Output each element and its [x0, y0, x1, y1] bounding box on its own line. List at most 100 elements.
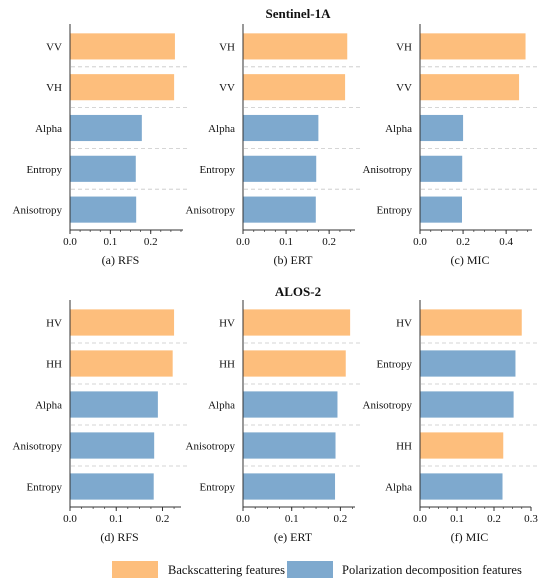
legend-swatch-backscattering — [112, 561, 158, 578]
category-label: Alpha — [35, 400, 62, 412]
bar-hv — [420, 309, 522, 336]
category-label: Entropy — [200, 164, 236, 176]
panel-caption: (f) MIC — [451, 530, 489, 544]
panel-caption: (e) ERT — [274, 530, 313, 544]
bar-alpha — [420, 114, 464, 142]
section-title-sentinel: Sentinel-1A — [266, 6, 332, 21]
x-tick-label: 0.0 — [413, 513, 427, 525]
section-title-alos: ALOS-2 — [275, 284, 321, 299]
x-tick-label: 0.4 — [499, 236, 513, 248]
x-tick-label: 0.2 — [144, 236, 158, 248]
panel-4: HV HH Alpha Anisotropy Entropy 0.0 0.1 0.2 (d) R… — [13, 300, 187, 544]
category-label: Alpha — [35, 123, 62, 135]
category-label: Alpha — [208, 400, 235, 412]
x-tick-label: 0.2 — [156, 513, 170, 525]
category-label: VV — [396, 82, 412, 94]
x-tick-label: 0.0 — [63, 513, 77, 525]
category-label: Entropy — [27, 482, 63, 494]
x-tick-label: 0.2 — [487, 513, 501, 525]
category-label: Anisotropy — [13, 441, 63, 453]
legend-label-backscattering: Backscattering features — [168, 563, 285, 577]
category-label: HH — [46, 359, 62, 371]
category-label: VH — [46, 82, 62, 94]
bar-vv — [70, 33, 175, 60]
legend-label-polarization: Polarization decomposition features — [342, 563, 522, 577]
bar-anisotropy — [70, 196, 137, 223]
x-tick-label: 0.2 — [334, 513, 348, 525]
category-label: Anisotropy — [186, 205, 236, 217]
category-label: Alpha — [385, 123, 412, 135]
category-label: HH — [396, 441, 412, 453]
panel-caption: (d) RFS — [100, 530, 138, 544]
legend: Backscattering features Polarization dec… — [112, 561, 522, 578]
bar-vh — [70, 74, 175, 101]
category-label: HV — [46, 318, 62, 330]
bar-anisotropy — [243, 432, 336, 459]
bar-entropy — [243, 473, 336, 500]
panel-3: VH VV Alpha Anisotropy Entropy 0.0 0.2 0.4 (c) M… — [363, 24, 538, 267]
bar-alpha — [243, 114, 319, 142]
panel-caption: (b) ERT — [274, 253, 314, 267]
bar-hh — [420, 432, 504, 459]
category-label: Alpha — [208, 123, 235, 135]
bar-entropy — [420, 196, 462, 223]
bar-entropy — [70, 473, 154, 500]
bar-hv — [243, 309, 351, 336]
panel-2: VH VV Alpha Entropy Anisotropy 0.0 0.1 0.2 (b) E… — [186, 24, 361, 267]
bar-hh — [243, 350, 346, 377]
category-label: Entropy — [200, 482, 236, 494]
bar-hh — [70, 350, 173, 377]
x-tick-label: 0.2 — [322, 236, 336, 248]
x-tick-label: 0.0 — [63, 236, 77, 248]
bar-entropy — [70, 155, 136, 182]
panel-1: VV VH Alpha Entropy Anisotropy 0.0 0.1 0.2 (a) R… — [13, 24, 189, 267]
category-label: HH — [219, 359, 235, 371]
category-label: VH — [396, 41, 412, 53]
category-label: Entropy — [377, 205, 413, 217]
bar-entropy — [420, 350, 516, 377]
category-label: Anisotropy — [363, 164, 413, 176]
bar-vv — [243, 74, 346, 101]
bar-anisotropy — [70, 432, 155, 459]
category-label: VV — [219, 82, 235, 94]
bar-anisotropy — [243, 196, 316, 223]
panels: VV VH Alpha Entropy Anisotropy 0.0 0.1 0.2 (a) R… — [13, 24, 538, 544]
x-tick-label: 0.0 — [236, 513, 250, 525]
x-tick-label: 0.2 — [456, 236, 470, 248]
panel-caption: (c) MIC — [451, 253, 490, 267]
category-label: Anisotropy — [186, 441, 236, 453]
category-label: Entropy — [377, 359, 413, 371]
bar-vh — [420, 33, 526, 60]
bar-alpha — [70, 114, 142, 142]
category-label: VV — [46, 41, 62, 53]
category-label: Anisotropy — [13, 205, 63, 217]
panel-5: HV HH Alpha Anisotropy Entropy 0.0 0.1 0.2 (e) E… — [186, 300, 361, 544]
category-label: Alpha — [385, 482, 412, 494]
x-tick-label: 0.3 — [524, 513, 538, 525]
x-tick-label: 0.1 — [103, 236, 117, 248]
bar-anisotropy — [420, 391, 514, 418]
x-tick-label: 0.1 — [450, 513, 464, 525]
bar-vh — [243, 33, 348, 60]
bar-alpha — [420, 473, 503, 500]
bar-vv — [420, 74, 520, 101]
category-label: Anisotropy — [363, 400, 413, 412]
bar-entropy — [243, 155, 317, 182]
panel-caption: (a) RFS — [102, 253, 140, 267]
category-label: HV — [396, 318, 412, 330]
x-tick-label: 0.1 — [279, 236, 293, 248]
bar-anisotropy — [420, 155, 463, 182]
bar-alpha — [243, 391, 338, 418]
x-tick-label: 0.0 — [413, 236, 427, 248]
x-tick-label: 0.1 — [109, 513, 123, 525]
x-tick-label: 0.1 — [285, 513, 299, 525]
category-label: VH — [219, 41, 235, 53]
legend-swatch-polarization — [287, 561, 333, 578]
category-label: Entropy — [27, 164, 63, 176]
bar-hv — [70, 309, 175, 336]
category-label: HV — [219, 318, 235, 330]
bar-alpha — [70, 391, 158, 418]
x-tick-label: 0.0 — [236, 236, 250, 248]
panel-6: HV Entropy Anisotropy HH Alpha 0.0 0.1 0.2 0.3 (f… — [363, 300, 538, 544]
